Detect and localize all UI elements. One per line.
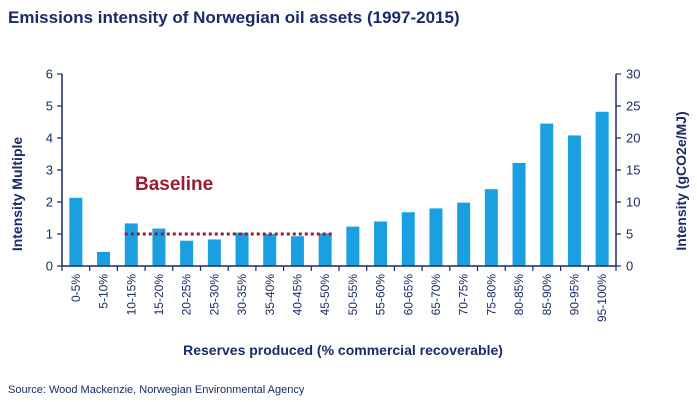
x-tick-label: 35-40% [263,274,277,316]
y-tick-label-left: 3 [46,163,53,178]
y-tick-label-right: 5 [626,227,633,242]
bar-75-80% [484,189,498,266]
x-tick-label: 40-45% [290,274,304,316]
baseline-label: Baseline [135,174,213,195]
bar-65-70% [429,208,443,266]
x-tick-label: 0-5% [69,274,83,302]
x-tick-label: 55-60% [374,274,388,316]
y-tick-label-left: 2 [46,195,53,210]
bar-15-20% [152,228,166,266]
y-tick-label-right: 10 [626,195,640,210]
chart-title: Emissions intensity of Norwegian oil ass… [8,8,460,27]
x-tick-label: 45-50% [318,274,332,316]
bar-5-10% [97,251,111,266]
y-axis-label-left: Intensity Multiple [9,137,25,252]
x-tick-label: 90-95% [567,274,581,316]
x-tick-label: 80-85% [512,274,526,316]
bar-60-65% [401,212,415,266]
bar-55-60% [374,221,388,266]
bar-95-100% [595,111,609,266]
bar-80-85% [512,162,526,266]
x-tick-label: 30-35% [235,274,249,316]
bar-90-95% [567,135,581,266]
bar-50-55% [346,226,360,266]
bar-70-75% [457,202,471,266]
y-tick-label-left: 1 [46,227,53,242]
x-tick-label: 65-70% [429,274,443,316]
axes-group: 0 1 2 3 4 5 6 0 5 10 15 20 25 30 0-5% 5-10% 10-15% 15-20%… [46,67,641,323]
bar-40-45% [290,236,304,266]
x-tick-label: 75-80% [484,274,498,316]
source-note: Source: Wood Mackenzie, Norwegian Enviro… [8,384,305,396]
y-tick-label-right: 0 [626,259,633,274]
y-axis-label-right: Intensity (gCO2e/MJ) [673,111,689,250]
bars-group [69,111,609,266]
x-tick-label: 15-20% [152,274,166,316]
bar-0-5% [69,197,83,266]
y-tick-label-left: 0 [46,259,53,274]
x-tick-label: 10-15% [124,274,138,316]
x-axis-label: Reserves produced (% commercial recovera… [183,342,503,358]
bar-35-40% [263,234,277,266]
bar-25-30% [207,239,221,266]
x-tick-label: 20-25% [180,274,194,316]
bar-85-90% [540,123,554,266]
bar-30-35% [235,232,249,266]
y-tick-label-left: 4 [46,131,53,146]
y-tick-label-right: 15 [626,163,640,178]
y-tick-label-left: 5 [46,99,53,114]
bar-45-50% [318,233,332,266]
x-tick-label: 60-65% [401,274,415,316]
x-tick-label: 50-55% [346,274,360,316]
y-tick-label-right: 30 [626,67,640,82]
x-tick-label: 70-75% [457,274,471,316]
y-tick-label-right: 20 [626,131,640,146]
x-tick-label: 5-10% [97,274,111,309]
y-tick-label-left: 6 [46,67,53,82]
x-tick-label: 85-90% [540,274,554,316]
x-tick-label: 25-30% [207,274,221,316]
x-tick-label: 95-100% [595,274,609,322]
bar-20-25% [180,240,194,266]
bar-10-15% [124,223,138,266]
y-tick-label-right: 25 [626,99,640,114]
